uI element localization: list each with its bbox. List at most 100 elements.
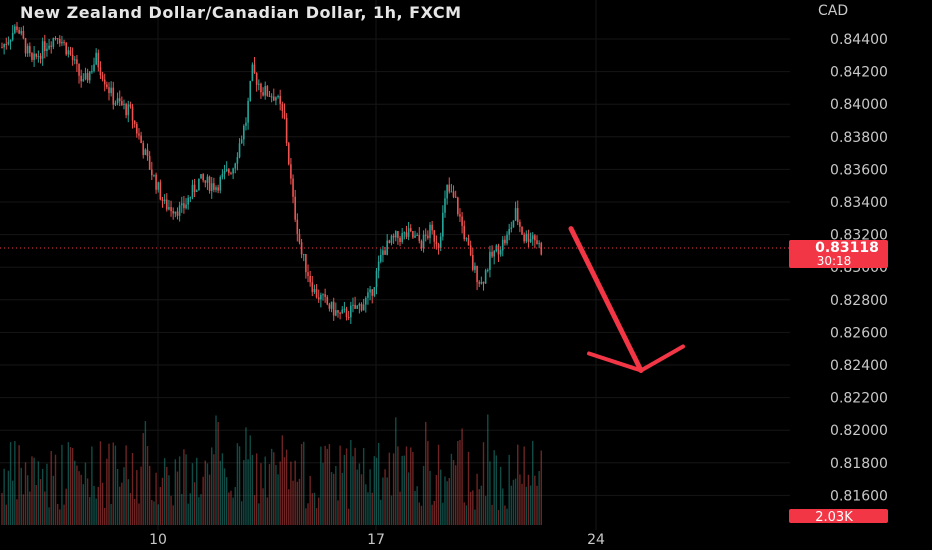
volume-bar [213, 454, 215, 525]
volume-bar [178, 456, 181, 525]
candle-body [69, 50, 72, 55]
candle-body [377, 261, 380, 271]
candle-body [347, 317, 350, 319]
price-tick-label: 0.82000 [830, 423, 888, 439]
candle-body [523, 234, 525, 242]
volume-bar [313, 492, 316, 525]
candle-body [99, 67, 102, 76]
candle-body [266, 86, 269, 96]
volume-bar [335, 466, 337, 525]
volume-bar [382, 477, 384, 525]
candle-body [180, 203, 183, 206]
volume-bar [508, 454, 510, 525]
volume-bar [189, 493, 192, 525]
volume-bar [52, 475, 55, 525]
volume-bar [270, 448, 273, 525]
volume-bar [9, 442, 12, 525]
candle-body [480, 281, 483, 284]
volume-bar [487, 414, 489, 525]
candle-body [110, 87, 112, 94]
time-tick-label: 10 [149, 532, 167, 548]
candle-body [281, 103, 284, 111]
candle-body [275, 97, 277, 101]
candle-body [103, 79, 106, 85]
candle-body [127, 104, 130, 116]
candle-body [133, 120, 136, 124]
price-axis[interactable]: 0.84400 0.84200 0.84000 0.83800 0.83600 0.834… [830, 32, 888, 504]
volume-bar [193, 482, 196, 525]
volume-bar [433, 500, 435, 525]
volume-value-label: 2.03K [815, 510, 853, 525]
candle-body [223, 171, 226, 174]
down-projection-arrow[interactable] [568, 226, 685, 373]
time-tick-label: 24 [587, 532, 605, 548]
volume-bar [35, 484, 37, 525]
volume-bar [300, 443, 303, 525]
volume-bar [360, 474, 363, 525]
volume-bar [478, 489, 480, 525]
current-price-badge: 0.83118 30:18 [789, 240, 888, 268]
candle-body [80, 75, 82, 82]
candle-body [213, 183, 215, 190]
volume-bar [345, 448, 348, 525]
time-axis[interactable]: 10 17 24 [149, 532, 605, 548]
candle-body [22, 31, 25, 39]
candle-body [407, 228, 410, 237]
candle-body [388, 240, 391, 243]
candle-body [510, 227, 513, 230]
candle-body [444, 198, 446, 213]
candle-body [262, 92, 264, 96]
volume-bar [20, 467, 22, 525]
candle-body [228, 169, 230, 173]
candle-body [307, 272, 309, 276]
candle-body [429, 224, 431, 238]
price-tick-label: 0.81600 [830, 488, 888, 504]
candle-body [431, 224, 433, 231]
candle-body [501, 239, 504, 251]
volume-bar [16, 499, 18, 525]
volume-bar [65, 488, 67, 525]
candle-body [439, 236, 442, 249]
volume-bar [211, 447, 213, 525]
volume-bar [489, 461, 491, 525]
candle-body [379, 254, 382, 262]
volume-bar [375, 457, 378, 525]
volume-bar [217, 421, 219, 525]
candle-body [474, 265, 476, 270]
candle-body [529, 239, 532, 242]
price-tick-label: 0.83600 [830, 162, 888, 178]
price-tick-label: 0.81800 [830, 456, 888, 472]
volume-bar [153, 501, 155, 525]
volume-bar [305, 508, 307, 525]
candle-body [435, 241, 438, 245]
candle-body [71, 54, 74, 61]
volume-bar [106, 458, 108, 525]
candle-body [153, 174, 155, 176]
volume-bar [181, 493, 183, 525]
volume-bar [480, 485, 483, 525]
candle-body [26, 46, 29, 54]
volume-bar [144, 421, 147, 525]
volume-bar [339, 445, 341, 525]
volume-bar [288, 489, 290, 525]
candle-body [277, 95, 279, 98]
volume-bar [377, 442, 380, 525]
volume-bar [232, 497, 234, 525]
candle-body [97, 52, 100, 68]
candle-body [424, 234, 427, 236]
candle-body [240, 139, 243, 144]
candle-body [159, 182, 162, 200]
candle-body [352, 304, 354, 306]
volume-bar [202, 476, 204, 525]
axis-currency-label[interactable]: CAD [818, 3, 849, 19]
candle-body [409, 228, 412, 232]
candle-body [73, 59, 76, 61]
volume-bar [465, 505, 468, 525]
volume-bar [521, 483, 523, 525]
candle-body [328, 304, 331, 309]
candle-body [46, 48, 48, 52]
volume-bar [110, 503, 112, 525]
volume-bar [99, 441, 102, 525]
candle-body [403, 232, 406, 234]
